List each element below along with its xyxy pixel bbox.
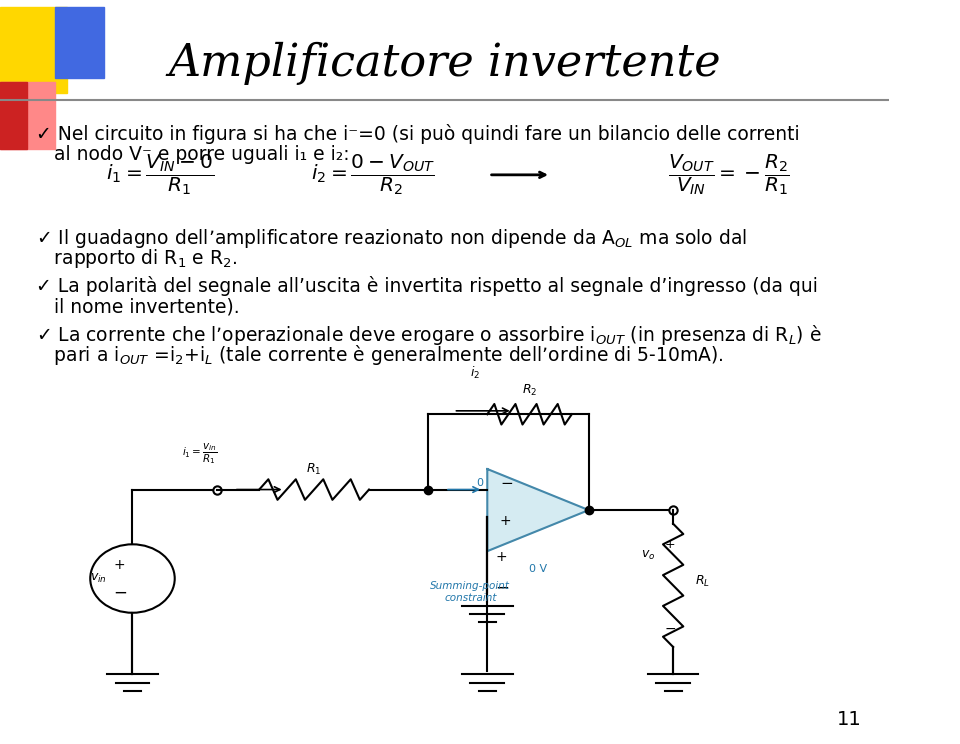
Text: +: + xyxy=(500,514,512,528)
Bar xyxy=(0,82,27,149)
Text: $i_1 = \dfrac{v_{in}}{R_1}$: $i_1 = \dfrac{v_{in}}{R_1}$ xyxy=(182,440,218,466)
Text: +: + xyxy=(664,538,675,551)
Text: $i_1 = \dfrac{V_{IN} - 0}{R_1}$: $i_1 = \dfrac{V_{IN} - 0}{R_1}$ xyxy=(106,153,214,197)
Text: $R_L$: $R_L$ xyxy=(695,574,710,589)
Text: rapporto di R$_1$ e R$_2$.: rapporto di R$_1$ e R$_2$. xyxy=(36,247,237,269)
Text: +: + xyxy=(114,558,126,572)
Text: 0 V: 0 V xyxy=(529,564,547,574)
Polygon shape xyxy=(488,469,588,551)
Bar xyxy=(55,7,104,78)
Text: ✓ La corrente che l’operazionale deve erogare o assorbire i$_{OUT}$ (in presenza: ✓ La corrente che l’operazionale deve er… xyxy=(36,323,821,347)
Text: ✓ Il guadagno dell’amplificatore reazionato non dipende da A$_{OL}$ ma solo dal: ✓ Il guadagno dell’amplificatore reazion… xyxy=(36,227,747,249)
Text: $v_{in}$: $v_{in}$ xyxy=(90,572,108,585)
Text: −: − xyxy=(495,578,510,596)
Text: $v_o$: $v_o$ xyxy=(640,549,655,562)
Text: −: − xyxy=(500,476,513,491)
Text: $R_1$: $R_1$ xyxy=(306,461,322,477)
Text: $i_2$: $i_2$ xyxy=(470,365,481,381)
Text: 11: 11 xyxy=(837,710,862,729)
Text: ✓ La polarità del segnale all’uscita è invertita rispetto al segnale d’ingresso : ✓ La polarità del segnale all’uscita è i… xyxy=(36,277,817,296)
Text: il nome invertente).: il nome invertente). xyxy=(36,297,239,316)
Text: ✓ Nel circuito in figura si ha che i⁻=0 (si può quindi fare un bilancio delle co: ✓ Nel circuito in figura si ha che i⁻=0 … xyxy=(36,124,799,144)
Text: −: − xyxy=(664,622,677,636)
Text: Summing-point
constraint: Summing-point constraint xyxy=(430,581,511,603)
Text: $R_2$: $R_2$ xyxy=(522,382,538,398)
Text: +: + xyxy=(495,551,508,565)
Text: −: − xyxy=(113,583,127,601)
Text: pari a i$_{OUT}$ =i$_2$+i$_L$ (tale corrente è generalmente dell’ordine di 5-10m: pari a i$_{OUT}$ =i$_2$+i$_L$ (tale corr… xyxy=(36,343,723,367)
Text: 0: 0 xyxy=(476,478,483,488)
Text: Amplificatore invertente: Amplificatore invertente xyxy=(168,42,721,85)
Text: $i_2 = \dfrac{0 - V_{OUT}}{R_2}$: $i_2 = \dfrac{0 - V_{OUT}}{R_2}$ xyxy=(311,153,435,197)
Bar xyxy=(0,82,55,149)
Text: $\dfrac{V_{OUT}}{V_{IN}} = -\dfrac{R_2}{R_1}$: $\dfrac{V_{OUT}}{V_{IN}} = -\dfrac{R_2}{… xyxy=(668,153,789,197)
Text: al nodo V⁻ e porre uguali i₁ e i₂:: al nodo V⁻ e porre uguali i₁ e i₂: xyxy=(36,144,349,164)
Bar xyxy=(0,7,66,93)
